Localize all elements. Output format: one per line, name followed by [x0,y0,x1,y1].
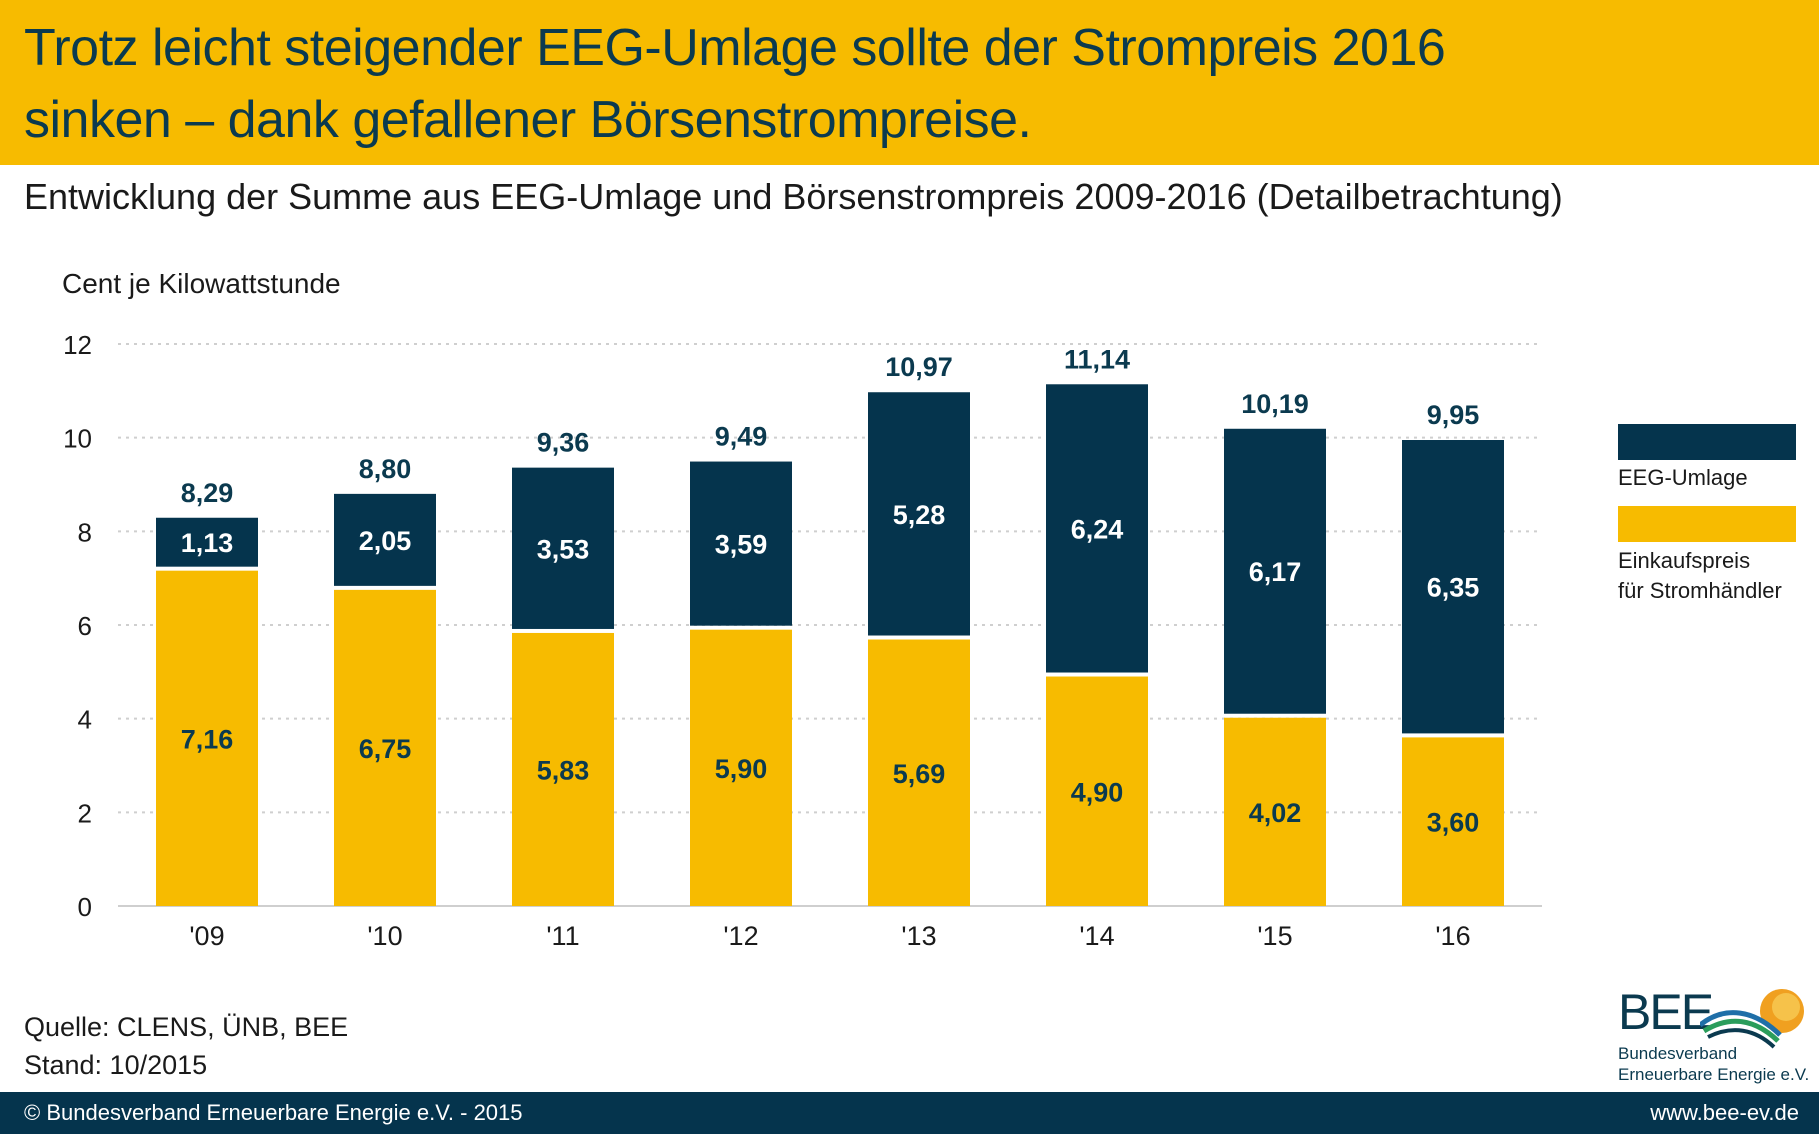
label-eeg: 6,35 [1427,573,1480,603]
bar-einkauf [1224,717,1326,906]
x-tick-label: '13 [901,921,936,951]
label-einkauf: 7,16 [181,724,234,754]
bar-eeg [1402,440,1504,734]
x-tick-label: '11 [546,921,579,951]
legend-swatch-eeg [1618,424,1796,460]
label-einkauf: 3,60 [1427,808,1480,838]
logo-text: BEE [1618,984,1714,1040]
x-tick-label: '14 [1079,921,1114,951]
label-total: 10,97 [885,352,953,382]
logo-subtitle: Bundesverband Erneuerbare Energie e.V. [1618,1043,1809,1085]
y-tick-label: 2 [78,798,92,828]
y-tick-label: 4 [78,705,92,735]
y-axis-label: Cent je Kilowattstunde [62,268,341,299]
label-eeg: 5,28 [893,500,946,530]
bar-eeg [156,517,258,567]
footer-bar: © Bundesverband Erneuerbare Energie e.V.… [0,1092,1819,1134]
legend-label-einkauf: Einkaufspreis für Stromhändler [1618,546,1782,606]
bar-labels: 7,16 1,13 8,29 6,75 2,05 8,80 5,83 3,53 9,36 5,90… [181,344,1480,837]
bar-eeg [512,467,614,629]
source-line: Quelle: CLENS, ÜNB, BEE [24,1012,349,1042]
y-tick-label: 12 [63,330,92,360]
legend-swatch-einkauf [1618,506,1796,542]
legend-label-einkauf-line2: für Stromhändler [1618,578,1782,603]
label-total: 10,19 [1241,389,1309,419]
label-total: 11,14 [1064,344,1130,374]
source-note: Quelle: CLENS, ÜNB, BEE Stand: 10/2015 [24,1008,348,1084]
y-tick-label: 10 [63,424,92,454]
logo-sub-line1: Bundesverband [1618,1044,1738,1063]
grid-lines [118,343,1542,907]
x-tick-label: '15 [1257,921,1292,951]
title-line-1: Trotz leicht steigender EEG-Umlage sollt… [24,19,1446,77]
label-total: 9,95 [1427,400,1480,430]
logo-sub-line2: Erneuerbare Energie e.V. [1618,1065,1810,1084]
x-tick-labels: '09 '10 '11 '12 '13 '14 '15 '16 [189,921,1470,951]
bar-eeg [334,493,436,586]
y-tick-label: 8 [78,517,92,547]
bar-einkauf [690,629,792,906]
x-tick-label: '09 [189,921,224,951]
bar-einkauf [156,570,258,906]
bar-eeg [690,461,792,626]
bar-eeg [1046,384,1148,673]
footer-url-link[interactable]: www.bee-ev.de [1650,1100,1799,1125]
chart-subtitle: Entwicklung der Summe aus EEG-Umlage und… [24,176,1563,217]
bar-eeg [1224,428,1326,714]
label-eeg: 2,05 [359,526,412,556]
bar-eeg [868,392,970,636]
label-einkauf: 6,75 [359,734,412,764]
legend-label-eeg: EEG-Umlage [1618,465,1748,490]
label-eeg: 3,53 [537,534,590,564]
label-einkauf: 4,02 [1249,798,1302,828]
legend-label-einkauf-line1: Einkaufspreis [1618,548,1751,573]
label-einkauf: 4,90 [1071,777,1124,807]
date-line: Stand: 10/2015 [24,1050,208,1080]
y-tick-label: 6 [78,611,92,641]
label-total: 9,49 [715,422,768,452]
bar-einkauf [512,632,614,906]
header-banner: Trotz leicht steigender EEG-Umlage sollt… [0,0,1819,165]
stacked-bar-chart: 0 2 4 6 8 10 12 7,16 1,13 8,29 6,75 2,05 8,80 5,83 3,… [63,330,1542,951]
logo-swoosh-icon [1700,989,1804,1049]
x-tick-label: '12 [723,921,758,951]
bar-einkauf [334,589,436,906]
title-line-2: sinken – dank gefallener Börsenstromprei… [24,91,1032,149]
label-eeg: 3,59 [715,530,768,560]
x-tick-label: '16 [1435,921,1470,951]
x-tick-label: '10 [367,921,402,951]
bars [156,384,1504,906]
y-tick-labels: 0 2 4 6 8 10 12 [63,330,92,922]
label-total: 9,36 [537,428,590,458]
footer-copyright: © Bundesverband Erneuerbare Energie e.V.… [24,1100,523,1125]
label-eeg: 1,13 [181,528,234,558]
bar-einkauf [868,639,970,906]
label-eeg: 6,24 [1071,514,1124,544]
chart-title: Trotz leicht steigender EEG-Umlage sollt… [24,12,1784,156]
label-einkauf: 5,83 [537,755,590,785]
bee-logo: BEE [1618,984,1808,1085]
label-eeg: 6,17 [1249,557,1302,587]
label-einkauf: 5,69 [893,759,946,789]
bar-einkauf [1046,676,1148,906]
label-total: 8,80 [359,454,412,484]
label-einkauf: 5,90 [715,754,768,784]
label-total: 8,29 [181,478,234,508]
bar-einkauf [1402,737,1504,906]
y-tick-label: 0 [78,892,92,922]
